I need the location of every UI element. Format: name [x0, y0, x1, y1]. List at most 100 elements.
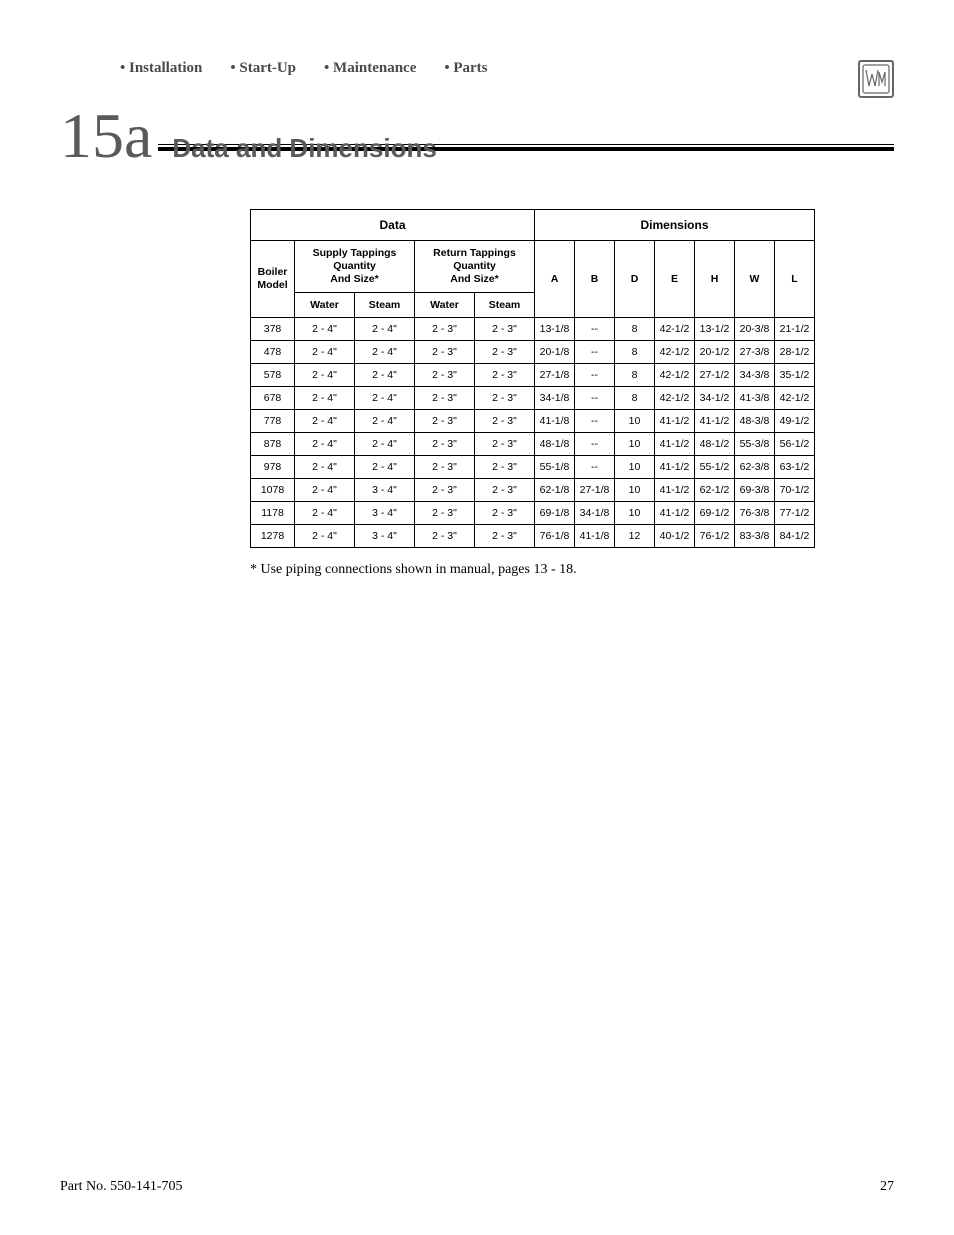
cell-H: 69-1/2 [695, 501, 735, 524]
data-dimensions-table: Data Dimensions Boiler Model Supply Tapp… [250, 209, 815, 548]
cell-supply-water: 2 - 4" [295, 340, 355, 363]
cell-supply-water: 2 - 4" [295, 501, 355, 524]
cell-E: 41-1/2 [655, 478, 695, 501]
table-row: 9782 - 4"2 - 4"2 - 3"2 - 3"55-1/8--1041-… [251, 455, 815, 478]
cell-A: 48-1/8 [535, 432, 575, 455]
cell-W: 48-3/8 [735, 409, 775, 432]
cell-B: -- [575, 363, 615, 386]
cell-L: 63-1/2 [775, 455, 815, 478]
table-row: 12782 - 4"3 - 4"2 - 3"2 - 3"76-1/841-1/8… [251, 524, 815, 547]
cell-L: 21-1/2 [775, 317, 815, 340]
cell-D: 8 [615, 317, 655, 340]
cell-W: 41-3/8 [735, 386, 775, 409]
cell-model: 578 [251, 363, 295, 386]
cell-E: 41-1/2 [655, 409, 695, 432]
th-B: B [575, 240, 615, 317]
th-supply: Supply Tappings Quantity And Size* [295, 240, 415, 292]
cell-W: 55-3/8 [735, 432, 775, 455]
table-row: 10782 - 4"3 - 4"2 - 3"2 - 3"62-1/827-1/8… [251, 478, 815, 501]
cell-A: 62-1/8 [535, 478, 575, 501]
nav-item-parts: • Parts [444, 60, 487, 77]
table-row: 11782 - 4"3 - 4"2 - 3"2 - 3"69-1/834-1/8… [251, 501, 815, 524]
page-header: • Installation • Start-Up • Maintenance … [60, 60, 894, 98]
cell-model: 378 [251, 317, 295, 340]
nav-item-startup: • Start-Up [230, 60, 296, 77]
th-L: L [775, 240, 815, 317]
cell-supply-steam: 2 - 4" [355, 432, 415, 455]
data-dimensions-table-wrap: Data Dimensions Boiler Model Supply Tapp… [250, 209, 894, 548]
table-footnote: * Use piping connections shown in manual… [250, 562, 894, 578]
cell-B: 34-1/8 [575, 501, 615, 524]
th-A: A [535, 240, 575, 317]
cell-return-steam: 2 - 3" [475, 432, 535, 455]
cell-supply-water: 2 - 4" [295, 455, 355, 478]
cell-supply-water: 2 - 4" [295, 409, 355, 432]
cell-supply-steam: 2 - 4" [355, 455, 415, 478]
cell-D: 10 [615, 432, 655, 455]
th-supply-steam: Steam [355, 292, 415, 317]
cell-D: 10 [615, 501, 655, 524]
cell-D: 10 [615, 455, 655, 478]
section-title: Data and Dimensions [172, 133, 436, 164]
cell-H: 27-1/2 [695, 363, 735, 386]
cell-B: -- [575, 340, 615, 363]
cell-B: -- [575, 317, 615, 340]
cell-L: 56-1/2 [775, 432, 815, 455]
cell-D: 12 [615, 524, 655, 547]
cell-return-steam: 2 - 3" [475, 409, 535, 432]
cell-L: 42-1/2 [775, 386, 815, 409]
cell-E: 41-1/2 [655, 455, 695, 478]
cell-B: -- [575, 386, 615, 409]
cell-supply-water: 2 - 4" [295, 363, 355, 386]
cell-H: 41-1/2 [695, 409, 735, 432]
cell-supply-steam: 2 - 4" [355, 386, 415, 409]
cell-return-steam: 2 - 3" [475, 340, 535, 363]
cell-W: 27-3/8 [735, 340, 775, 363]
th-H: H [695, 240, 735, 317]
th-D: D [615, 240, 655, 317]
th-supply-water: Water [295, 292, 355, 317]
cell-W: 69-3/8 [735, 478, 775, 501]
cell-supply-steam: 3 - 4" [355, 524, 415, 547]
cell-W: 34-3/8 [735, 363, 775, 386]
cell-E: 41-1/2 [655, 432, 695, 455]
cell-return-water: 2 - 3" [415, 340, 475, 363]
cell-A: 27-1/8 [535, 363, 575, 386]
cell-W: 20-3/8 [735, 317, 775, 340]
cell-return-water: 2 - 3" [415, 363, 475, 386]
table-row: 8782 - 4"2 - 4"2 - 3"2 - 3"48-1/8--1041-… [251, 432, 815, 455]
cell-H: 48-1/2 [695, 432, 735, 455]
cell-W: 83-3/8 [735, 524, 775, 547]
cell-supply-water: 2 - 4" [295, 386, 355, 409]
cell-supply-steam: 2 - 4" [355, 363, 415, 386]
th-return-water: Water [415, 292, 475, 317]
wm-logo-icon [862, 64, 890, 94]
cell-return-water: 2 - 3" [415, 524, 475, 547]
cell-return-steam: 2 - 3" [475, 501, 535, 524]
cell-supply-water: 2 - 4" [295, 524, 355, 547]
cell-supply-steam: 2 - 4" [355, 340, 415, 363]
cell-supply-water: 2 - 4" [295, 432, 355, 455]
cell-return-steam: 2 - 3" [475, 524, 535, 547]
cell-A: 69-1/8 [535, 501, 575, 524]
section-heading: 15a Data and Dimensions [60, 145, 894, 165]
cell-L: 28-1/2 [775, 340, 815, 363]
cell-return-steam: 2 - 3" [475, 317, 535, 340]
cell-supply-steam: 3 - 4" [355, 501, 415, 524]
cell-model: 778 [251, 409, 295, 432]
cell-return-steam: 2 - 3" [475, 363, 535, 386]
cell-H: 55-1/2 [695, 455, 735, 478]
cell-D: 8 [615, 363, 655, 386]
table-group-header-row: Data Dimensions [251, 209, 815, 240]
cell-supply-water: 2 - 4" [295, 317, 355, 340]
cell-D: 8 [615, 340, 655, 363]
cell-B: -- [575, 455, 615, 478]
cell-supply-steam: 2 - 4" [355, 409, 415, 432]
cell-H: 62-1/2 [695, 478, 735, 501]
th-dimensions: Dimensions [535, 209, 815, 240]
table-subgroup-header-row: Boiler Model Supply Tappings Quantity An… [251, 240, 815, 292]
cell-B: 27-1/8 [575, 478, 615, 501]
page-footer: Part No. 550-141-705 27 [60, 1179, 894, 1195]
cell-L: 35-1/2 [775, 363, 815, 386]
cell-return-water: 2 - 3" [415, 432, 475, 455]
